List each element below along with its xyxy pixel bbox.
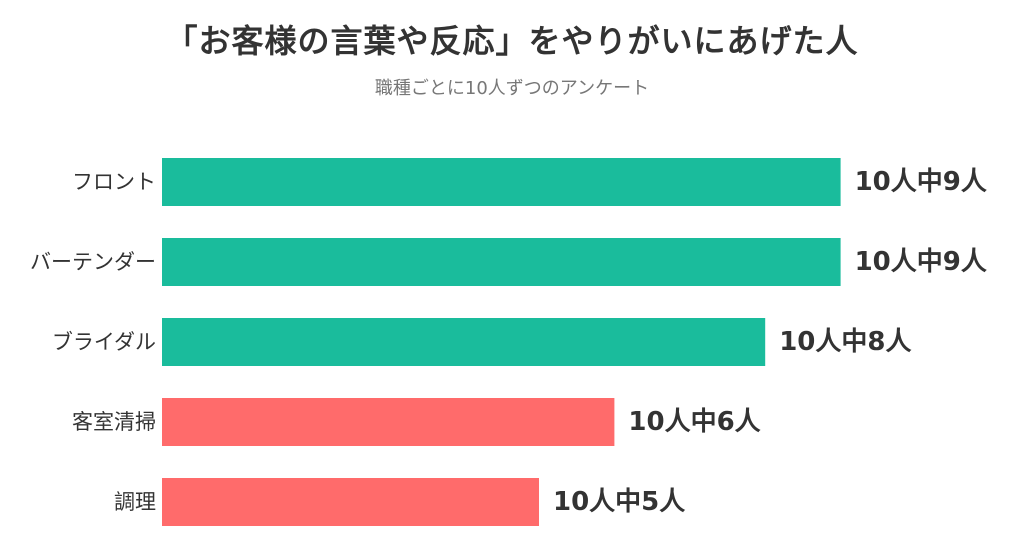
value-label: 10人中9人 [855, 247, 987, 277]
bar-2 [162, 238, 841, 286]
bar-1 [162, 158, 841, 206]
bar-4 [162, 398, 615, 446]
chart-subtitle: 職種ごとに10人ずつのアンケート [374, 78, 650, 99]
category-label: フロント [72, 170, 156, 194]
bar-3 [162, 318, 766, 366]
value-label: 10人中8人 [779, 327, 911, 357]
chart-title: 「お客様の言葉や反応」をやりがいにあげた人 [165, 22, 859, 60]
value-label: 10人中6人 [628, 407, 760, 437]
bar-5 [162, 478, 539, 526]
value-label: 10人中5人 [553, 487, 685, 517]
category-label: バーテンダー [30, 250, 156, 274]
value-label: 10人中9人 [855, 167, 987, 197]
category-label: 客室清掃 [72, 410, 156, 434]
category-label: 調理 [114, 490, 156, 514]
category-label: ブライダル [52, 330, 156, 354]
